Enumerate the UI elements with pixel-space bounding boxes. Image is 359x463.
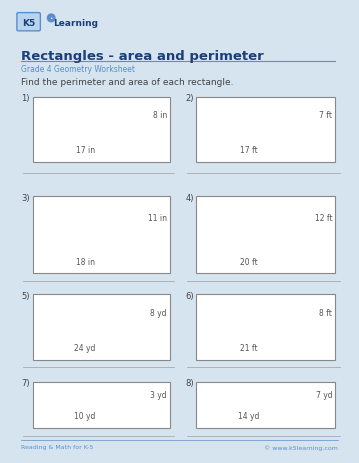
- Text: 4): 4): [186, 193, 194, 202]
- Text: 8 ft: 8 ft: [320, 308, 332, 318]
- Text: 2): 2): [186, 94, 194, 102]
- Text: Find the perimeter and area of each rectangle.: Find the perimeter and area of each rect…: [21, 78, 234, 87]
- Text: 17 in: 17 in: [75, 146, 95, 155]
- Bar: [33, 97, 170, 163]
- Text: 24 yd: 24 yd: [74, 343, 96, 352]
- Text: •: •: [50, 16, 53, 21]
- Text: © www.k5learning.com: © www.k5learning.com: [264, 444, 338, 450]
- Bar: [196, 382, 335, 428]
- Bar: [33, 197, 170, 274]
- Text: 7): 7): [21, 378, 30, 387]
- Text: 18 in: 18 in: [76, 257, 95, 266]
- Bar: [196, 197, 335, 274]
- Text: 17 ft: 17 ft: [240, 146, 258, 155]
- Circle shape: [47, 15, 55, 23]
- Text: 20 ft: 20 ft: [240, 257, 258, 266]
- Text: 21 ft: 21 ft: [240, 343, 258, 352]
- Text: Reading & Math for K-5: Reading & Math for K-5: [21, 444, 93, 449]
- Text: 11 in: 11 in: [148, 214, 167, 223]
- Text: Rectangles - area and perimeter: Rectangles - area and perimeter: [21, 50, 264, 63]
- FancyBboxPatch shape: [17, 13, 40, 32]
- Text: Grade 4 Geometry Worksheet: Grade 4 Geometry Worksheet: [21, 65, 135, 74]
- Text: 12 ft: 12 ft: [314, 214, 332, 223]
- Text: 1): 1): [21, 94, 29, 102]
- Text: 3): 3): [21, 193, 30, 202]
- Text: 10 yd: 10 yd: [74, 411, 96, 420]
- Text: 7 ft: 7 ft: [319, 111, 332, 120]
- Bar: [196, 295, 335, 360]
- Text: 8 yd: 8 yd: [150, 308, 167, 318]
- Text: 14 yd: 14 yd: [238, 411, 260, 420]
- Text: 6): 6): [186, 291, 194, 300]
- Text: 7 yd: 7 yd: [316, 390, 332, 399]
- Text: Learning: Learning: [53, 19, 98, 28]
- Text: 5): 5): [21, 291, 29, 300]
- Bar: [33, 382, 170, 428]
- Bar: [33, 295, 170, 360]
- Bar: [196, 97, 335, 163]
- Text: K5: K5: [22, 19, 35, 28]
- Text: 8 in: 8 in: [153, 111, 167, 120]
- Text: 8): 8): [186, 378, 194, 387]
- Text: 3 yd: 3 yd: [150, 390, 167, 399]
